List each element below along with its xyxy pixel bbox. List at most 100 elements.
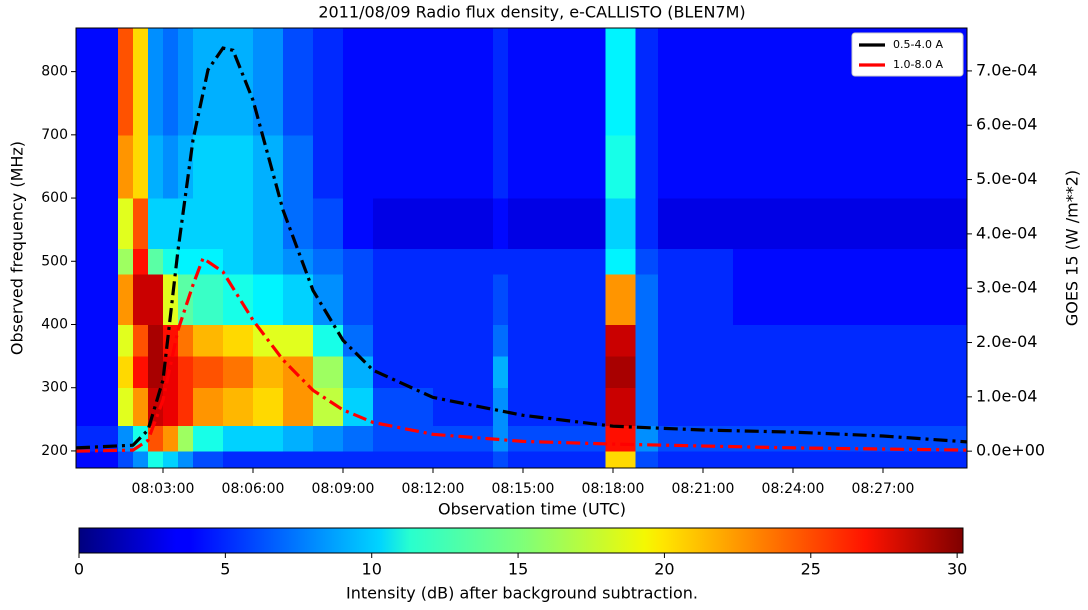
- heatmap-cell: [493, 387, 509, 427]
- heatmap-cell: [76, 134, 119, 199]
- colorbar-tick-label: 10: [362, 560, 382, 579]
- colorbar-tick-label: 0: [74, 560, 84, 579]
- heatmap-cell: [433, 248, 494, 275]
- heatmap-cell: [343, 273, 374, 325]
- heatmap-cell: [508, 198, 606, 250]
- heatmap-cell: [163, 324, 179, 357]
- heatmap-cell: [823, 387, 967, 427]
- heatmap-cell: [658, 387, 734, 427]
- heatmap-cell: [253, 198, 284, 250]
- heatmap-cell: [635, 28, 659, 136]
- heatmap-cell: [605, 248, 636, 275]
- heatmap-cell: [508, 248, 606, 275]
- heatmap-cell: [118, 450, 134, 468]
- heatmap-cell: [508, 28, 606, 136]
- heatmap-cell: [193, 273, 224, 325]
- heatmap-cell: [253, 248, 284, 275]
- heatmap-cell: [76, 387, 119, 427]
- heatmap-cell: [823, 273, 967, 325]
- y-tick-label: 200: [41, 443, 68, 459]
- heatmap-cell: [148, 273, 164, 325]
- y2-tick-label: 4.0e-04: [976, 223, 1037, 242]
- legend-label: 0.5-4.0 A: [893, 38, 943, 51]
- heatmap-cell: [283, 387, 314, 427]
- heatmap-cell: [605, 450, 636, 468]
- heatmap-cell: [658, 248, 734, 275]
- y2-tick-label: 6.0e-04: [976, 115, 1037, 134]
- heatmap-cell: [343, 356, 374, 389]
- heatmap-cell: [343, 248, 374, 275]
- heatmap-cell: [223, 425, 254, 452]
- y-tick-label: 300: [41, 380, 68, 396]
- heatmap-cell: [508, 425, 606, 452]
- heatmap-cell: [178, 356, 194, 389]
- heatmap-cell: [635, 356, 659, 389]
- y2-tick-label: 0.0e+00: [976, 441, 1045, 460]
- heatmap-cell: [733, 387, 824, 427]
- colorbar: [78, 527, 964, 554]
- y-tick-label: 400: [41, 316, 68, 332]
- legend-label: 1.0-8.0 A: [893, 58, 943, 71]
- colorbar-tick-label: 30: [947, 560, 967, 579]
- heatmap-cell: [733, 324, 824, 357]
- heatmap-cell: [118, 28, 134, 136]
- x-tick-label: 08:06:00: [222, 481, 285, 497]
- heatmap-cell: [635, 324, 659, 357]
- heatmap-cell: [733, 248, 824, 275]
- y2-tick-label: 2.0e-04: [976, 332, 1037, 351]
- heatmap-cell: [635, 134, 659, 199]
- heatmap-cell: [178, 248, 194, 275]
- heatmap-cell: [373, 28, 434, 136]
- heatmap-cell: [76, 450, 119, 468]
- heatmap-cell: [343, 324, 374, 357]
- heatmap-cell: [823, 356, 967, 389]
- heatmap-cell: [493, 324, 509, 357]
- heatmap-cell: [433, 425, 494, 452]
- heatmap-cell: [635, 387, 659, 427]
- heatmap-cell: [493, 356, 509, 389]
- heatmap-cell: [133, 134, 149, 199]
- x-tick-label: 08:15:00: [492, 481, 555, 497]
- heatmap-cell: [508, 356, 606, 389]
- heatmap-cell: [823, 198, 967, 250]
- heatmap-cell: [148, 324, 164, 357]
- heatmap-cell: [508, 273, 606, 325]
- heatmap-cell: [313, 425, 344, 452]
- heatmap-cell: [373, 387, 434, 427]
- goes-line: [76, 255, 967, 453]
- heatmap-cell: [433, 324, 494, 357]
- y-tick-label: 600: [41, 190, 68, 206]
- heatmap-cell: [193, 198, 224, 250]
- heatmap-cell: [133, 273, 149, 325]
- heatmap-cell: [658, 324, 734, 357]
- y2-axis-label: GOES 15 (W /m**2): [1063, 170, 1082, 326]
- heatmap-cell: [508, 134, 606, 199]
- heatmap-cell: [193, 356, 224, 389]
- heatmap-cell: [313, 356, 344, 389]
- colorbar-tick-label: 5: [220, 560, 230, 579]
- heatmap-cell: [178, 387, 194, 427]
- heatmap-cell: [635, 273, 659, 325]
- heatmap-cell: [313, 198, 344, 250]
- goes-lines: [76, 46, 967, 453]
- heatmap-cell: [283, 248, 314, 275]
- heatmap-cell: [148, 450, 164, 468]
- heatmap-cell: [343, 134, 374, 199]
- heatmap-cell: [193, 387, 224, 427]
- heatmap-cell: [133, 248, 149, 275]
- heatmap-cell: [658, 450, 734, 468]
- heatmap-cell: [223, 387, 254, 427]
- heatmap: [76, 28, 967, 468]
- heatmap-cell: [163, 387, 179, 427]
- heatmap-cell: [163, 198, 179, 250]
- heatmap-cell: [433, 134, 494, 199]
- heatmap-cell: [253, 273, 284, 325]
- heatmap-cell: [493, 450, 509, 468]
- heatmap-cell: [343, 198, 374, 250]
- heatmap-cell: [178, 134, 194, 199]
- heatmap-cell: [658, 198, 734, 250]
- heatmap-cell: [493, 134, 509, 199]
- heatmap-cell: [133, 356, 149, 389]
- heatmap-cell: [223, 356, 254, 389]
